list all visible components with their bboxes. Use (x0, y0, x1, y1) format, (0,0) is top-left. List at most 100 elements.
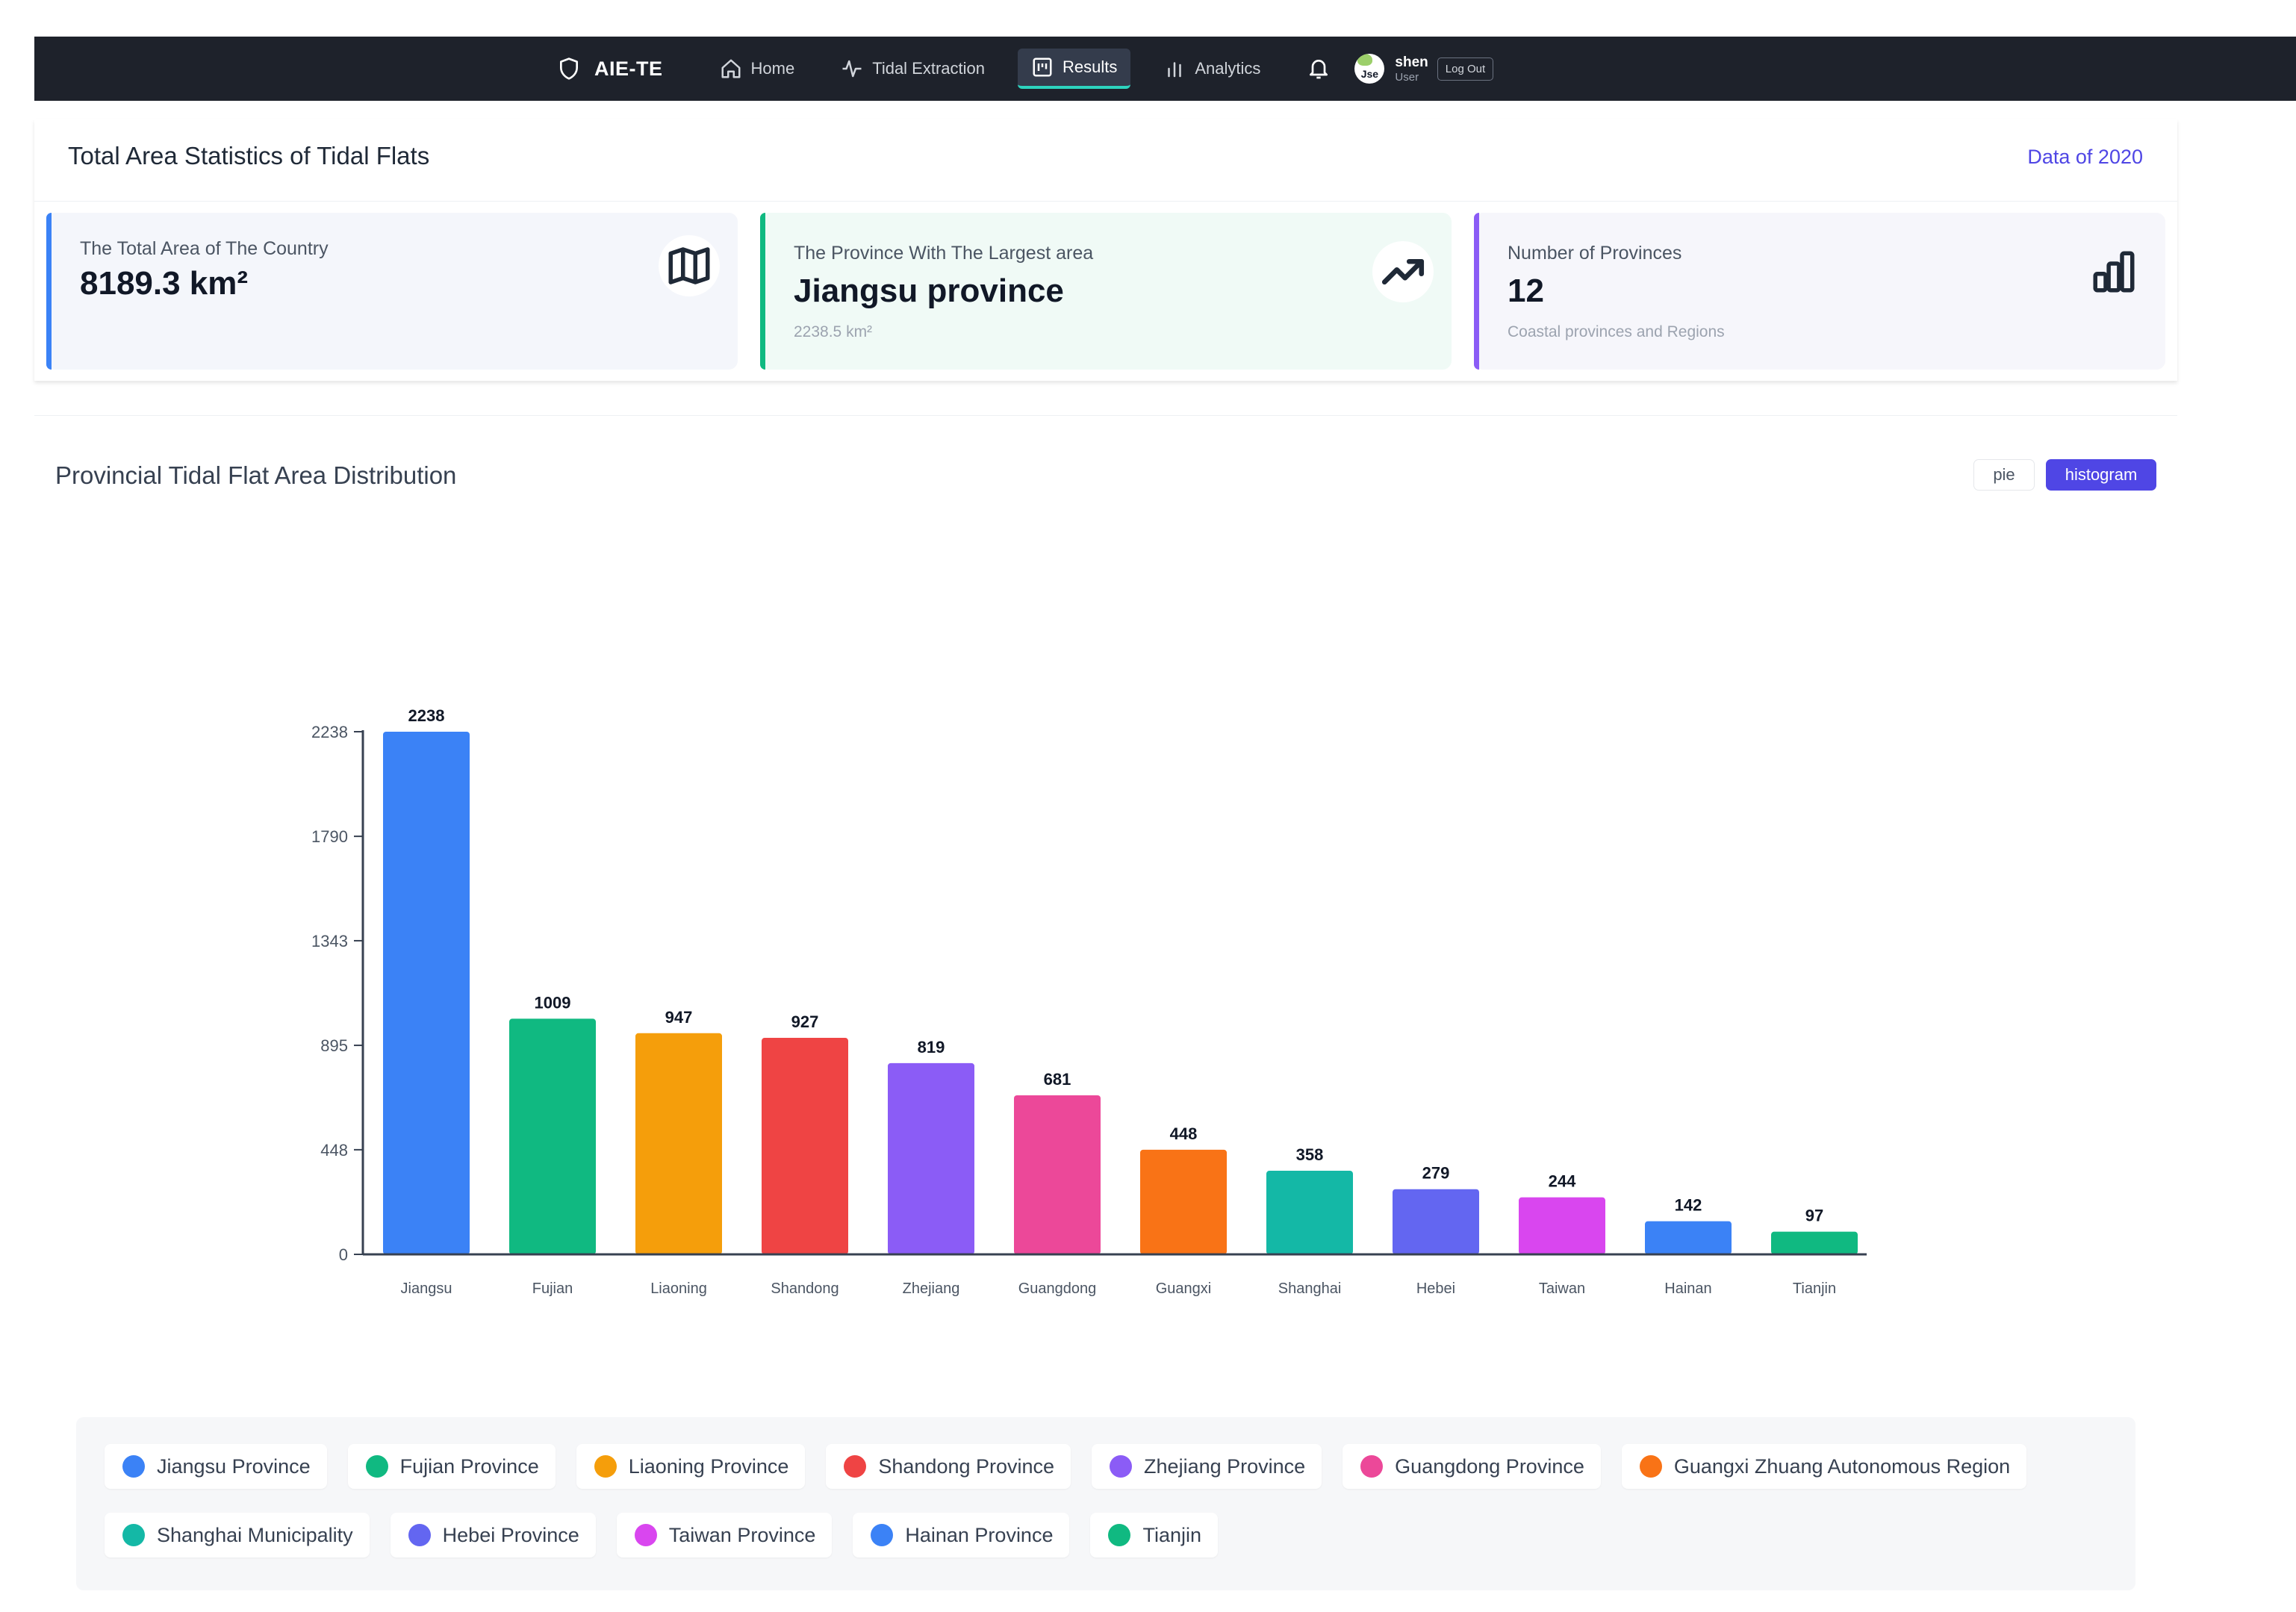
legend-item[interactable]: Jiangsu Province (105, 1444, 327, 1489)
card-icon-wrap (659, 235, 720, 296)
stats-header: Total Area Statistics of Tidal Flats Dat… (34, 119, 2177, 202)
legend-item[interactable]: Shanghai Municipality (105, 1513, 370, 1557)
bar-taiwan (1519, 1197, 1605, 1254)
legend-color-dot (408, 1524, 431, 1546)
legend-color-dot (1360, 1455, 1384, 1478)
user-role: User (1395, 70, 1419, 84)
nav-item-analytics[interactable]: Analytics (1150, 49, 1274, 89)
card-value: Jiangsu province (794, 273, 1064, 309)
nav-item-home[interactable]: Home (706, 49, 809, 89)
largest-province-card: The Province With The Largest area Jiang… (760, 213, 1452, 370)
bar-value-label: 448 (1170, 1124, 1198, 1143)
bar-shanghai (1266, 1171, 1353, 1254)
user-name: shen (1395, 54, 1428, 70)
x-tick-label: Hebei (1416, 1280, 1455, 1297)
legend-item[interactable]: Guangxi Zhuang Autonomous Region (1621, 1444, 2027, 1489)
bell-icon[interactable] (1307, 57, 1331, 81)
section-divider (34, 415, 2177, 416)
legend-item[interactable]: Guangdong Province (1343, 1444, 1601, 1489)
province-count-card: Number of Provinces 12 Coastal provinces… (1474, 213, 2165, 370)
y-tick-label: 1790 (311, 827, 348, 846)
results-icon (1033, 57, 1052, 77)
legend-item[interactable]: Taiwan Province (616, 1513, 833, 1557)
card-label: Number of Provinces (1508, 243, 1682, 264)
legend-color-dot (122, 1455, 145, 1478)
nav-item-label: Analytics (1195, 59, 1261, 78)
user-info: shen User (1395, 55, 1428, 83)
legend-label: Zhejiang Province (1144, 1454, 1306, 1478)
bar-liaoning (635, 1033, 722, 1254)
bar-value-label: 244 (1549, 1172, 1576, 1191)
avatar[interactable]: Jse (1354, 54, 1385, 84)
nav-item-results[interactable]: Results (1018, 49, 1131, 89)
legend-item[interactable]: Zhejiang Province (1092, 1444, 1322, 1489)
card-accent (46, 213, 52, 370)
bar-value-label: 927 (791, 1012, 819, 1031)
nav-item-label: Tidal Extraction (872, 59, 986, 78)
card-accent (760, 213, 765, 370)
legend-color-dot (844, 1455, 867, 1478)
card-value: 12 (1508, 273, 1544, 309)
nav-inner: AIE-TE Home Tidal Extraction Results Ana… (557, 37, 1494, 101)
legend-item[interactable]: Tianjin (1090, 1513, 1219, 1557)
home-icon (721, 59, 741, 78)
card-icon-wrap (2083, 241, 2144, 302)
nav-item-label: Results (1063, 57, 1118, 76)
legend-color-dot (122, 1524, 145, 1546)
legend-label: Guangdong Province (1395, 1454, 1584, 1478)
bar-hainan (1645, 1221, 1732, 1254)
bar-value-label: 947 (665, 1008, 693, 1027)
bar-value-label: 142 (1675, 1196, 1702, 1215)
legend-item[interactable]: Fujian Province (347, 1444, 556, 1489)
histogram-view-button[interactable]: histogram (2046, 459, 2156, 491)
pie-view-button[interactable]: pie (1973, 459, 2035, 491)
x-tick-label: Tianjin (1793, 1280, 1836, 1297)
bar-fujian (509, 1018, 596, 1254)
bar-guangdong (1014, 1095, 1101, 1254)
card-subtext: Coastal provinces and Regions (1508, 323, 1725, 340)
map-icon (668, 247, 710, 284)
legend-item[interactable]: Hainan Province (853, 1513, 1070, 1557)
legend-label: Fujian Province (399, 1454, 539, 1478)
x-tick-label: Fujian (532, 1280, 573, 1297)
bar-value-label: 358 (1296, 1145, 1324, 1164)
legend-row: Jiangsu Province Fujian Province Liaoning … (105, 1444, 2047, 1489)
legend-color-dot (365, 1455, 388, 1478)
bar-shandong (762, 1038, 848, 1254)
x-tick-label: Liaoning (650, 1280, 707, 1297)
bar-value-label: 97 (1805, 1207, 1823, 1225)
legend-label: Shandong Province (878, 1454, 1055, 1478)
nav-item-tidal-extraction[interactable]: Tidal Extraction (827, 49, 998, 89)
y-tick-label: 2238 (311, 723, 348, 741)
legend-item[interactable]: Hebei Province (390, 1513, 596, 1557)
legend-item[interactable]: Shandong Province (826, 1444, 1071, 1489)
bar-guangxi (1140, 1149, 1227, 1254)
y-tick-label: 448 (320, 1141, 348, 1160)
legend-label: Hebei Province (442, 1523, 579, 1546)
bar-value-label: 279 (1422, 1164, 1450, 1183)
card-label: The Province With The Largest area (794, 243, 1094, 264)
card-accent (1474, 213, 1479, 370)
legend-item[interactable]: Liaoning Province (576, 1444, 806, 1489)
legend-color-dot (634, 1524, 657, 1546)
card-label: The Total Area of The Country (80, 238, 329, 259)
legend-label: Liaoning Province (628, 1454, 789, 1478)
chart-legend: Jiangsu Province Fujian Province Liaoning … (76, 1417, 2135, 1590)
x-tick-label: Zhejiang (903, 1280, 960, 1297)
logout-button[interactable]: Log Out (1437, 57, 1494, 81)
bar-value-label: 681 (1044, 1070, 1071, 1089)
avatar-text: Jse (1360, 68, 1379, 80)
bar-chart-icon (1168, 62, 1182, 78)
stats-section: Total Area Statistics of Tidal Flats Dat… (34, 119, 2177, 381)
card-value: 8189.3 km² (80, 265, 249, 302)
y-tick-label: 895 (320, 1036, 348, 1055)
card-subtext: 2238.5 km² (794, 323, 873, 340)
x-tick-label: Jiangsu (401, 1280, 452, 1297)
legend-label: Guangxi Zhuang Autonomous Region (1673, 1454, 2011, 1478)
bar-chart-icon (2093, 251, 2135, 293)
x-tick-label: Guangxi (1156, 1280, 1212, 1297)
brand[interactable]: AIE-TE (557, 57, 663, 81)
total-area-card: The Total Area of The Country 8189.3 km² (46, 213, 738, 370)
distribution-title: Provincial Tidal Flat Area Distribution (55, 461, 457, 489)
legend-row: Shanghai Municipality Hebei Province Taiwa… (105, 1513, 1239, 1557)
